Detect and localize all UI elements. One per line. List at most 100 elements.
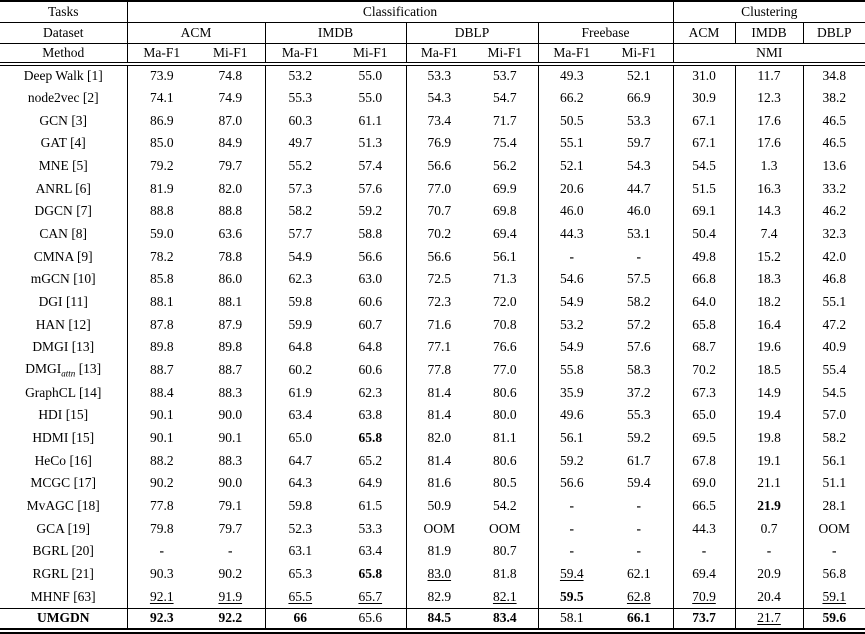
metric-value: 35.9 [537,381,605,405]
metric-value: 44.3 [537,222,605,246]
metric-value: 70.2 [672,358,735,382]
metric-value: 53.2 [537,313,605,337]
table-row: CMNA [9] 78.2 78.8 54.9 56.6 56.6 56.1 - - 49.8 15… [0,245,865,269]
method-name: CMNA [9] [33,248,93,264]
metric-value: 88.7 [218,362,243,378]
metric-value: 88.1 [126,290,196,314]
metric-value: 49.8 [672,245,735,269]
metric-value: 78.8 [218,248,243,264]
metric-value: 65.8 [358,566,383,582]
metric-value: 56.8 [802,562,865,586]
table-row: Deep Walk [1] 73.9 74.8 53.2 55.0 53.3 53.7 49.… [0,64,865,87]
table-row: HeCo [16] 88.2 88.3 64.7 65.2 81.4 80.6 59.2 61.… [0,449,865,473]
metric-value: 65.6 [335,607,406,631]
metric-value: 55.2 [264,154,335,178]
metric-value: 92.3 [126,607,196,631]
header-metric-mi-f1: Mi-F1 [472,43,538,66]
metric-value: 14.9 [734,381,803,405]
metric-value: 54.3 [405,86,472,110]
table-row: DGI [11] 88.1 88.1 59.8 60.6 72.3 72.0 54.9 58.2… [0,290,865,314]
method-name: DGCN [7] [34,203,92,219]
header-dataset-dblp: DBLP [405,22,538,44]
metric-value: 83.4 [472,607,538,631]
metric-value: 57.6 [626,339,651,355]
method-name: MNE [5] [38,158,88,174]
table-row: MNE [5] 79.2 79.7 55.2 57.4 56.6 56.2 52.1 54.3 5… [0,154,865,178]
metric-value: 46.0 [537,200,605,223]
header-dataset-imdb: IMDB [264,22,406,44]
metric-value: 61.5 [358,498,383,514]
metric-value: 13.6 [802,154,865,178]
metric-value: 82.0 [218,180,243,196]
table-header: Tasks Classification Clustering Dataset … [0,1,865,66]
metric-value: 63.1 [264,540,335,563]
metric-value: 51.3 [358,135,383,151]
metric-value: 60.6 [358,294,383,310]
metric-value: 69.4 [492,226,517,242]
metric-value: 62.3 [358,384,383,400]
method-name: CAN [8] [39,226,88,242]
metric-value: 66.2 [537,86,605,110]
metric-value: 63.4 [358,543,383,559]
table-row: GCN [3] 86.9 87.0 60.3 61.1 73.4 71.7 50.5 53.3 6… [0,109,865,133]
header-metric-mi-f1: Mi-F1 [605,43,673,66]
table-row: HAN [12] 87.8 87.9 59.9 60.7 71.6 70.8 53.2 57.2… [0,313,865,337]
table-row: CAN [8] 59.0 63.6 57.7 58.8 70.2 69.4 44.3 53.1 5… [0,222,865,246]
metric-value: 70.2 [405,222,472,246]
method-name: GCA [19] [36,520,91,536]
metric-value: 88.7 [126,358,196,382]
table-row: node2vec [2] 74.1 74.9 55.3 55.0 54.3 54.7 66.2… [0,86,865,110]
metric-value: 7.4 [734,222,803,246]
table-row: RGRL [21] 90.3 90.2 65.3 65.8 83.0 81.8 59.4 62.… [0,562,865,586]
metric-value: 54.7 [492,90,517,105]
metric-value: 40.9 [802,336,865,359]
metric-value: 70.8 [492,316,517,332]
table-row: UMGDN 92.3 92.2 66 65.6 84.5 83.4 58.1 66.1 73.7 2… [0,607,865,631]
metric-value: 30.9 [672,86,735,110]
metric-value: - [636,248,642,264]
metric-value: 31.0 [672,64,735,87]
metric-value: 76.6 [492,339,517,355]
metric-value: 64.8 [358,339,383,355]
metric-value: 58.8 [358,226,383,242]
metric-value: 19.1 [734,449,803,473]
table-row: HDMI [15] 90.1 90.1 65.0 65.8 82.0 81.1 56.1 59.… [0,426,865,450]
metric-value: 46.5 [802,109,865,133]
metric-value: 73.4 [405,109,472,133]
metric-value: 81.8 [492,566,517,582]
metric-value: 80.5 [492,475,517,491]
metric-value: 59.6 [802,607,865,631]
metric-value: 14.3 [734,200,803,223]
metric-value: 72.5 [405,268,472,291]
table-row: MCGC [17] 90.2 90.0 64.3 64.9 81.6 80.5 56.6 59.… [0,472,865,495]
metric-value: 54.5 [802,381,865,405]
metric-value: 59.5 [537,585,605,609]
metric-value: 50.4 [672,222,735,246]
metric-value: 53.3 [405,64,472,87]
header-clust-dblp: DBLP [802,22,865,44]
metric-value: 79.8 [126,517,196,541]
metric-value: 56.1 [492,248,517,264]
metric-value: 77.8 [126,494,196,518]
method-subscript: attn [61,368,76,379]
metric-value: 21.9 [734,494,803,518]
metric-value: 32.3 [802,222,865,246]
metric-value: 77.0 [492,362,517,378]
metric-value: 58.3 [626,362,651,378]
metric-value: OOM [405,517,472,541]
metric-value: - [126,540,196,563]
header-row-tasks: Tasks Classification Clustering [0,1,865,23]
metric-value: 87.0 [218,112,243,128]
metric-value: 86.9 [126,109,196,133]
header-dataset: Dataset [0,22,127,44]
metric-value: 0.7 [734,517,803,541]
header-classification: Classification [126,1,673,23]
metric-value: 82.0 [405,426,472,450]
metric-value: - [672,540,735,563]
metric-value: 16.4 [734,313,803,337]
metric-value: 20.6 [537,177,605,201]
metric-value: 90.0 [218,475,243,491]
metric-value: 53.7 [492,68,517,84]
metric-value: 81.1 [492,430,517,446]
